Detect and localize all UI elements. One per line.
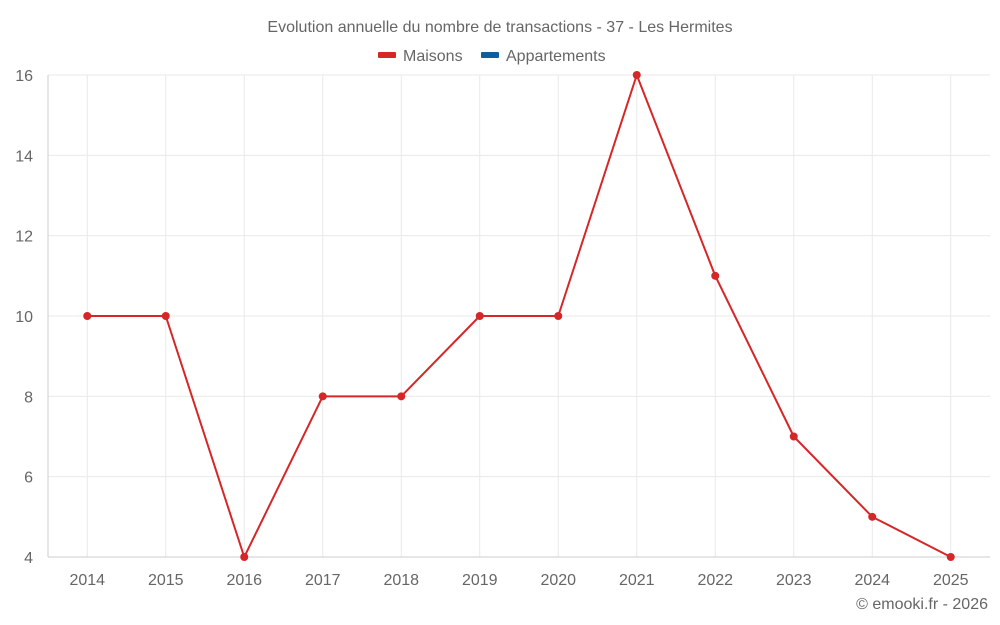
x-tick-label: 2018 — [383, 572, 419, 589]
y-tick-label: 8 — [24, 389, 33, 406]
legend-item-maisons[interactable]: Maisons — [378, 48, 463, 65]
x-tick-label: 2025 — [933, 572, 969, 589]
series-maisons — [83, 71, 955, 561]
y-tick-label: 10 — [15, 309, 33, 326]
y-tick-label: 4 — [24, 550, 33, 567]
legend-swatch-maisons — [378, 52, 396, 58]
x-tick-label: 2019 — [462, 572, 498, 589]
x-tick-label: 2017 — [305, 572, 341, 589]
x-tick-label: 2020 — [540, 572, 576, 589]
y-tick-label: 6 — [24, 470, 33, 487]
data-point[interactable] — [946, 553, 955, 561]
x-tick-label: 2024 — [854, 572, 890, 589]
data-point[interactable] — [475, 312, 484, 320]
legend-label-maisons: Maisons — [403, 48, 463, 65]
y-tick-label: 16 — [15, 68, 33, 85]
data-point[interactable] — [161, 312, 170, 320]
chart-title: Evolution annuelle du nombre de transact… — [267, 19, 732, 36]
legend-swatch-appartements — [481, 52, 499, 58]
x-tick-label: 2023 — [776, 572, 812, 589]
series-line-maisons — [87, 74, 952, 558]
data-point[interactable] — [83, 312, 92, 320]
x-tick-label: 2021 — [619, 572, 655, 589]
data-point[interactable] — [632, 71, 641, 79]
credit: © emooki.fr - 2026 — [856, 596, 988, 613]
x-tick-label: 2016 — [226, 572, 262, 589]
x-tick-label: 2022 — [697, 572, 733, 589]
x-tick-label: 2015 — [148, 572, 184, 589]
legend: Maisons Appartements — [378, 48, 606, 65]
data-point[interactable] — [554, 312, 563, 320]
y-tick-label: 14 — [15, 148, 33, 165]
y-tick-label: 12 — [15, 229, 33, 246]
data-point[interactable] — [318, 392, 327, 401]
data-point[interactable] — [711, 271, 720, 280]
data-point[interactable] — [240, 553, 249, 561]
x-tick-label: 2014 — [69, 572, 105, 589]
axes: 4 6 8 10 12 14 16 2014 2015 2016 2017 2018 2019 2020 2… — [15, 68, 990, 589]
data-point[interactable] — [789, 432, 798, 441]
data-point[interactable] — [397, 392, 406, 401]
legend-label-appartements: Appartements — [506, 48, 606, 65]
data-point[interactable] — [868, 512, 877, 521]
legend-item-appartements[interactable]: Appartements — [481, 48, 606, 65]
